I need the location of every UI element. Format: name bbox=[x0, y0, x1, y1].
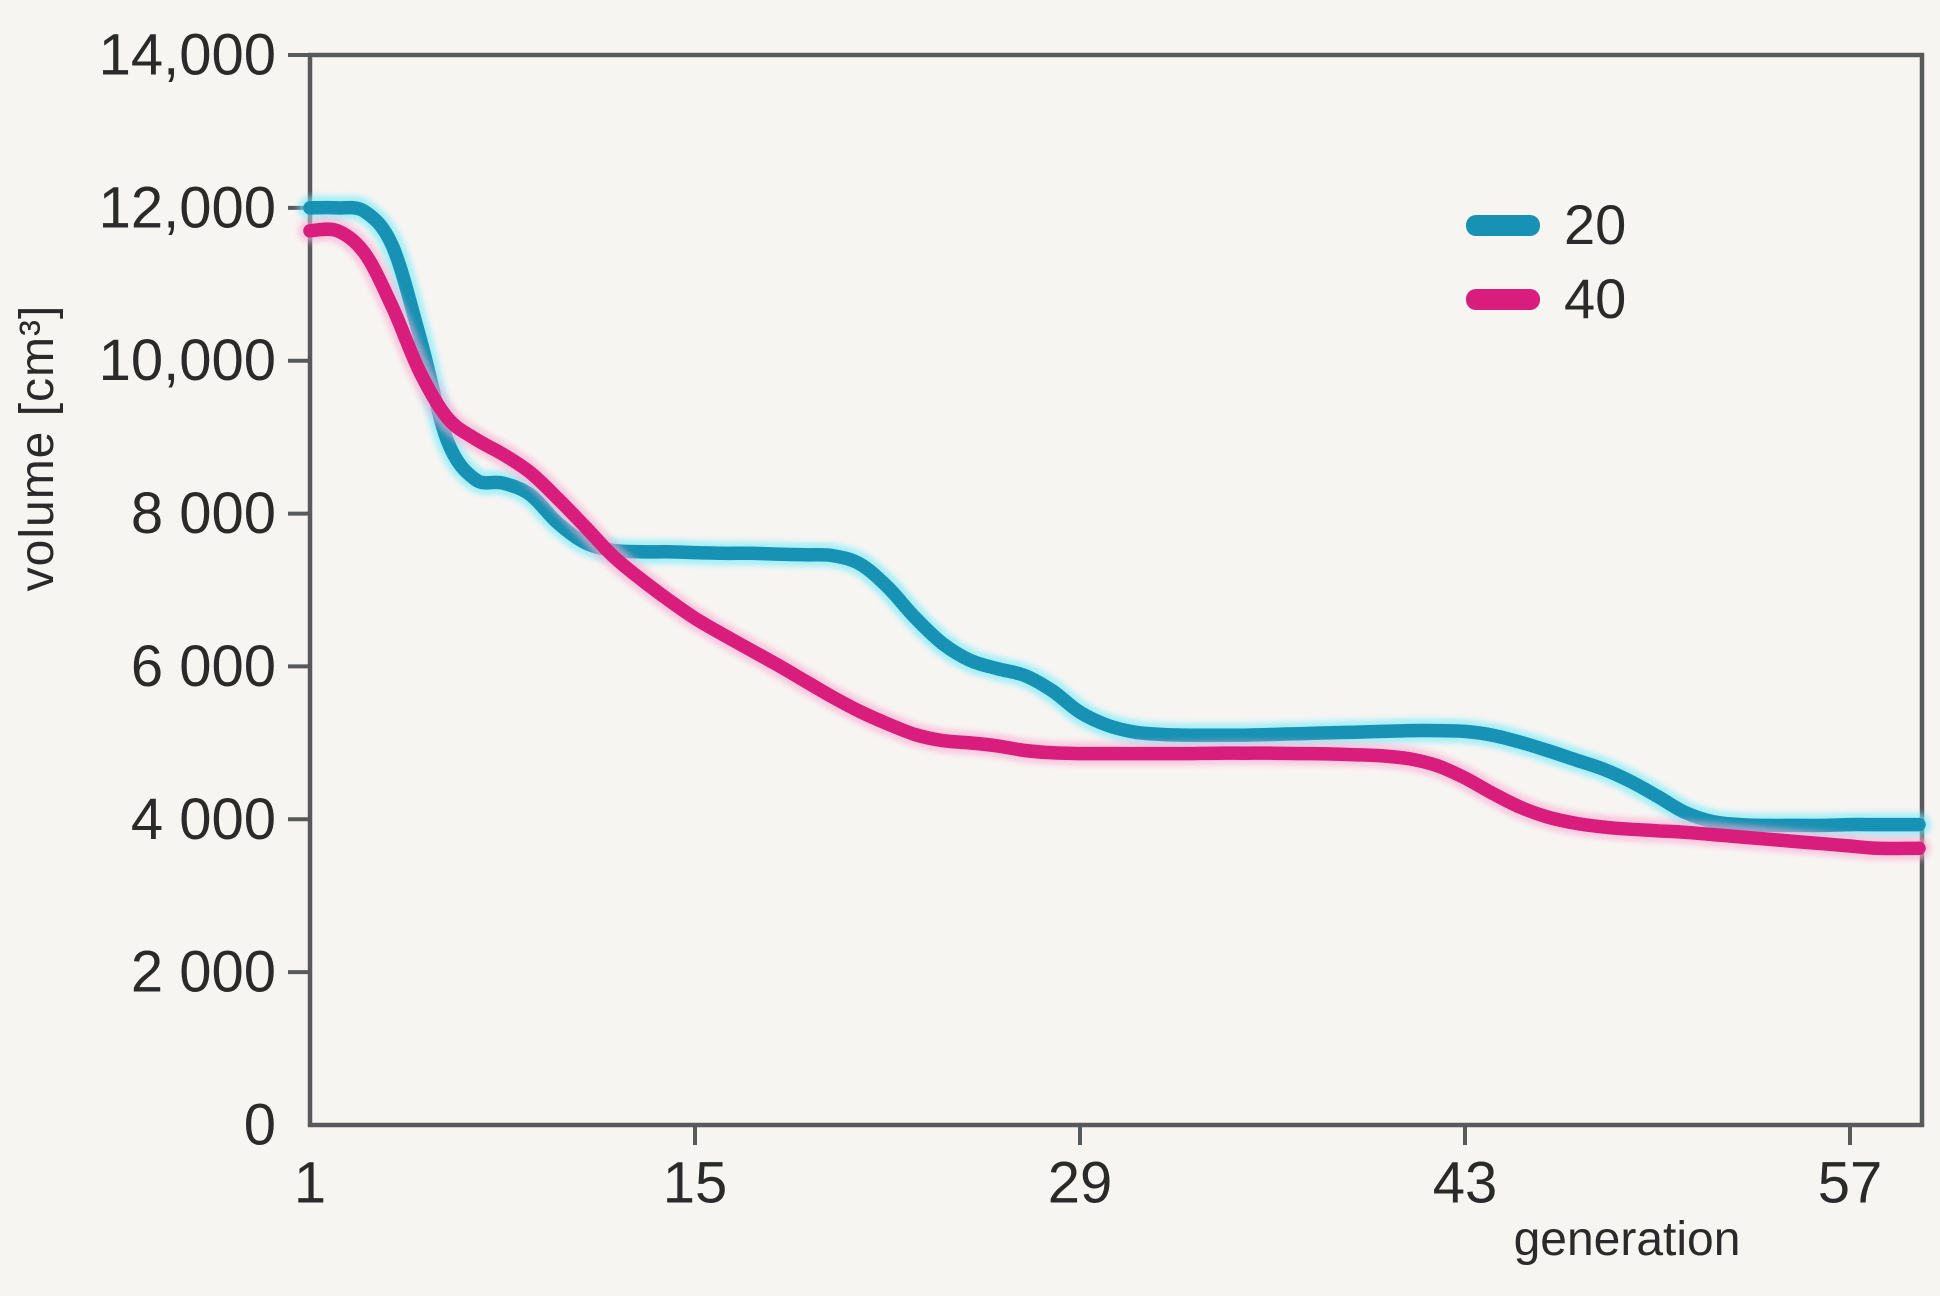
legend: 20 40 bbox=[1466, 193, 1627, 330]
legend-swatch-20 bbox=[1466, 214, 1540, 236]
y-tick-label: 0 bbox=[244, 1093, 276, 1158]
x-tick-label: 15 bbox=[663, 1151, 728, 1216]
y-tick-label: 12,000 bbox=[99, 175, 276, 240]
y-tick-label: 8 000 bbox=[131, 481, 276, 546]
legend-item: 20 bbox=[1466, 193, 1627, 256]
y-tick-label: 6 000 bbox=[131, 634, 276, 699]
x-tick-label: 29 bbox=[1048, 1151, 1113, 1216]
y-axis-title: volume [cm³] bbox=[11, 304, 64, 592]
x-tick-label: 43 bbox=[1433, 1151, 1498, 1216]
x-tick-label: 1 bbox=[294, 1151, 326, 1216]
y-tick-label: 2 000 bbox=[131, 940, 276, 1005]
y-tick-label: 14,000 bbox=[99, 23, 276, 88]
plot-frame bbox=[307, 52, 1925, 1128]
y-tick-label: 10,000 bbox=[99, 328, 276, 393]
series-line-20 bbox=[303, 200, 1926, 833]
series-line-40 bbox=[303, 222, 1926, 856]
x-tick-label: 57 bbox=[1818, 1151, 1883, 1216]
y-tick-label: 4 000 bbox=[131, 787, 276, 852]
x-axis-title: generation bbox=[1513, 1213, 1741, 1266]
legend-label-20: 20 bbox=[1564, 193, 1627, 256]
legend-label-40: 40 bbox=[1564, 267, 1627, 330]
legend-item: 40 bbox=[1466, 267, 1627, 330]
legend-swatch-40 bbox=[1466, 288, 1540, 310]
